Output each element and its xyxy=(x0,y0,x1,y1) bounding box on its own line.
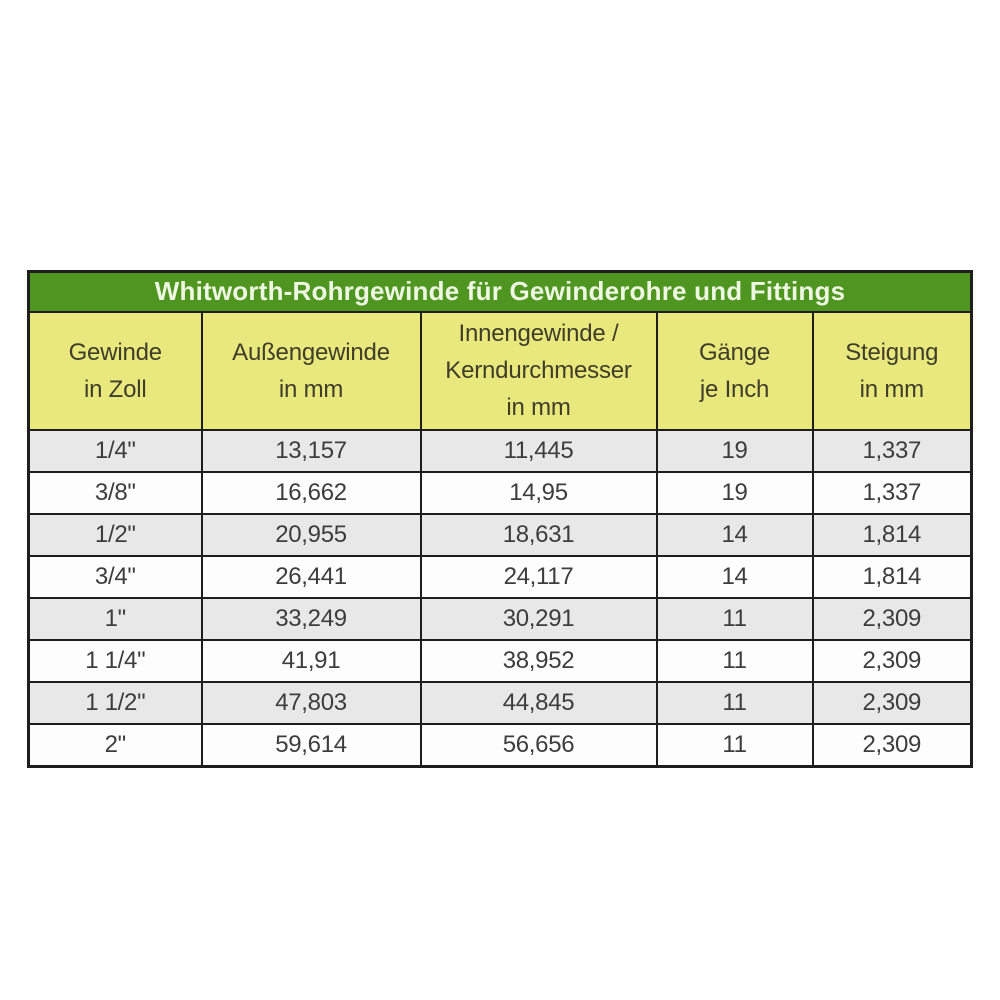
cell-steigung-in-mm: 2,309 xyxy=(811,680,973,725)
cell-innengewinde-kerndurchmesser-in-mm: 30,291 xyxy=(419,596,658,641)
cell-gewinde-in-zoll: 1/4" xyxy=(27,428,203,473)
cell-aussengewinde-in-mm: 41,91 xyxy=(200,638,422,683)
table-row: 1 1/4" 41,91 38,952 11 2,309 xyxy=(27,638,973,683)
cell-steigung-in-mm: 2,309 xyxy=(811,722,973,767)
cell-aussengewinde-in-mm: 13,157 xyxy=(200,428,422,473)
cell-gaenge-je-inch: 14 xyxy=(655,554,814,599)
column-header-steigung-in-mm: Steigung in mm xyxy=(811,310,973,431)
table-row: 2" 59,614 56,656 11 2,309 xyxy=(27,722,973,767)
cell-gaenge-je-inch: 11 xyxy=(655,680,814,725)
cell-aussengewinde-in-mm: 16,662 xyxy=(200,470,422,515)
cell-gaenge-je-inch: 14 xyxy=(655,512,814,557)
cell-innengewinde-kerndurchmesser-in-mm: 38,952 xyxy=(419,638,658,683)
cell-steigung-in-mm: 2,309 xyxy=(811,638,973,683)
cell-aussengewinde-in-mm: 20,955 xyxy=(200,512,422,557)
cell-gewinde-in-zoll: 1" xyxy=(27,596,203,641)
whitworth-thread-table: Whitworth-Rohrgewinde für Gewinderohre u… xyxy=(27,270,974,768)
column-header-gewinde-in-zoll: Gewinde in Zoll xyxy=(27,310,203,431)
cell-innengewinde-kerndurchmesser-in-mm: 56,656 xyxy=(419,722,658,767)
table-row: 3/8" 16,662 14,95 19 1,337 xyxy=(27,470,973,515)
column-header-aussengewinde-in-mm: Außengewinde in mm xyxy=(200,310,422,431)
cell-gewinde-in-zoll: 2" xyxy=(27,722,203,767)
table-row: 1/4" 13,157 11,445 19 1,337 xyxy=(27,428,973,473)
table-title: Whitworth-Rohrgewinde für Gewinderohre u… xyxy=(27,270,973,313)
cell-aussengewinde-in-mm: 33,249 xyxy=(200,596,422,641)
cell-innengewinde-kerndurchmesser-in-mm: 18,631 xyxy=(419,512,658,557)
cell-steigung-in-mm: 1,337 xyxy=(811,428,973,473)
cell-steigung-in-mm: 1,337 xyxy=(811,470,973,515)
cell-gaenge-je-inch: 19 xyxy=(655,428,814,473)
cell-steigung-in-mm: 1,814 xyxy=(811,512,973,557)
cell-gewinde-in-zoll: 1 1/4" xyxy=(27,638,203,683)
column-header-gaenge-je-inch: Gänge je Inch xyxy=(655,310,814,431)
title-row: Whitworth-Rohrgewinde für Gewinderohre u… xyxy=(27,270,973,313)
table-row: 1/2" 20,955 18,631 14 1,814 xyxy=(27,512,973,557)
cell-innengewinde-kerndurchmesser-in-mm: 24,117 xyxy=(419,554,658,599)
cell-gewinde-in-zoll: 3/8" xyxy=(27,470,203,515)
cell-gewinde-in-zoll: 1 1/2" xyxy=(27,680,203,725)
cell-steigung-in-mm: 1,814 xyxy=(811,554,973,599)
cell-innengewinde-kerndurchmesser-in-mm: 11,445 xyxy=(419,428,658,473)
cell-innengewinde-kerndurchmesser-in-mm: 44,845 xyxy=(419,680,658,725)
table-body: 1/4" 13,157 11,445 19 1,337 3/8" 16,662 14,95 19… xyxy=(27,428,973,767)
cell-aussengewinde-in-mm: 59,614 xyxy=(200,722,422,767)
cell-gaenge-je-inch: 19 xyxy=(655,470,814,515)
cell-gaenge-je-inch: 11 xyxy=(655,722,814,767)
table-row: 3/4" 26,441 24,117 14 1,814 xyxy=(27,554,973,599)
table-row: 1" 33,249 30,291 11 2,309 xyxy=(27,596,973,641)
table-header-row: Gewinde in Zoll Außengewinde in mm Innenge… xyxy=(27,310,973,431)
cell-aussengewinde-in-mm: 47,803 xyxy=(200,680,422,725)
cell-aussengewinde-in-mm: 26,441 xyxy=(200,554,422,599)
cell-gaenge-je-inch: 11 xyxy=(655,638,814,683)
cell-gewinde-in-zoll: 3/4" xyxy=(27,554,203,599)
table-row: 1 1/2" 47,803 44,845 11 2,309 xyxy=(27,680,973,725)
cell-steigung-in-mm: 2,309 xyxy=(811,596,973,641)
cell-gaenge-je-inch: 11 xyxy=(655,596,814,641)
cell-innengewinde-kerndurchmesser-in-mm: 14,95 xyxy=(419,470,658,515)
column-header-innengewinde-kerndurchmesser-in-mm: Innengewinde / Kerndurchmesser in mm xyxy=(419,310,658,431)
cell-gewinde-in-zoll: 1/2" xyxy=(27,512,203,557)
